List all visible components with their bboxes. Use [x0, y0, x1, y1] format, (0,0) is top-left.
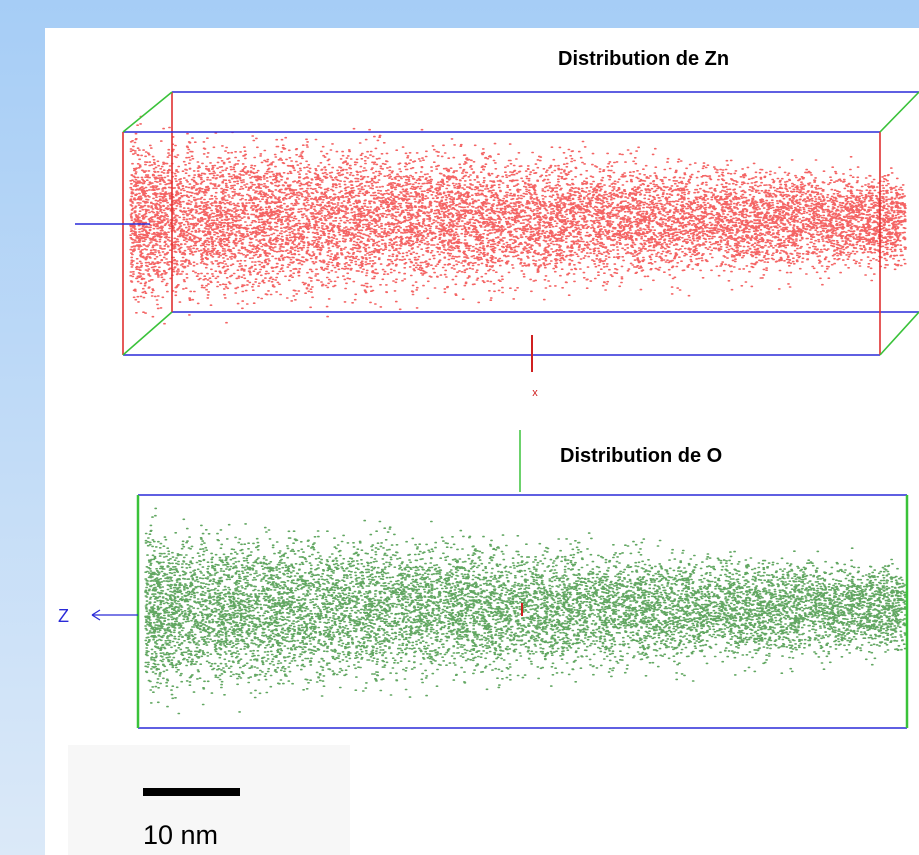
- title-o: Distribution de O: [560, 445, 722, 467]
- axis-label: x: [532, 387, 538, 399]
- page: x Distribution de Zn Distribution de O Z…: [0, 0, 919, 855]
- scale-label: 10 nm: [143, 820, 218, 850]
- figure: x Distribution de Zn Distribution de O Z…: [0, 0, 919, 855]
- axis-label: Z: [58, 606, 69, 626]
- title-zn: Distribution de Zn: [558, 48, 729, 70]
- scale-bar: [143, 788, 240, 796]
- panel: [45, 28, 919, 855]
